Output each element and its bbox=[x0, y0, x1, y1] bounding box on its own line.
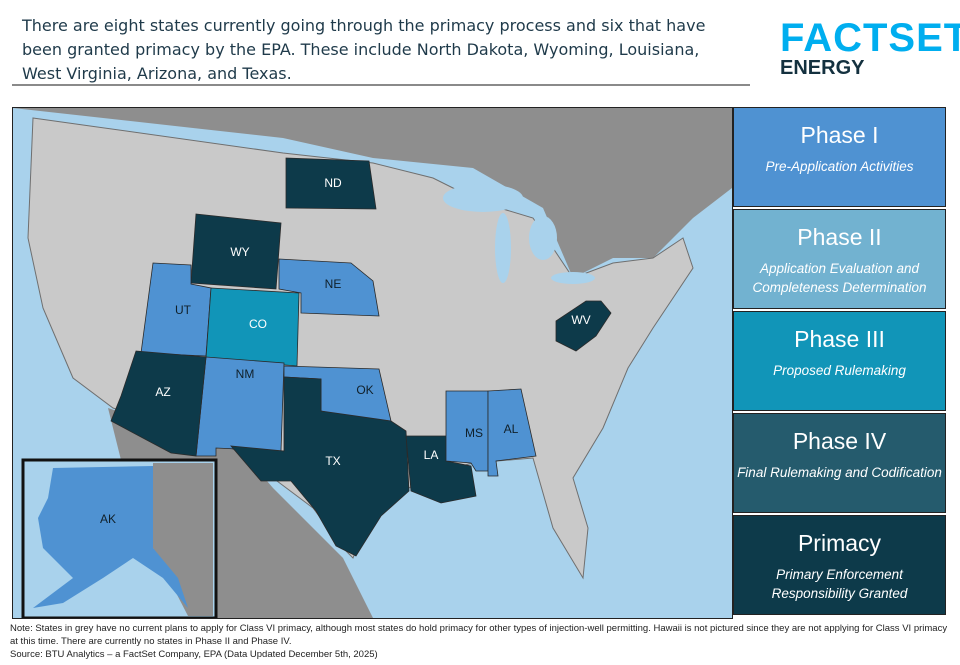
state-ND bbox=[285, 157, 377, 210]
headline: There are eight states currently going t… bbox=[22, 16, 706, 83]
legend-title: Phase II bbox=[797, 224, 882, 250]
legend-title: Phase III bbox=[794, 326, 885, 352]
state-AK bbox=[33, 466, 188, 608]
legend-desc: Primary Enforcement Responsibility Grant… bbox=[771, 567, 908, 601]
canada-inset bbox=[153, 463, 213, 616]
state-WV bbox=[555, 300, 612, 352]
legend-desc: Proposed Rulemaking bbox=[773, 363, 906, 378]
state-NE bbox=[278, 258, 380, 317]
legend-phase-i: Phase I Pre-Application Activities bbox=[733, 107, 946, 207]
state-label-AK: AK bbox=[100, 512, 116, 526]
divider bbox=[12, 84, 750, 86]
state-label-AL: AL bbox=[504, 422, 519, 436]
legend-desc: Application Evaluation and Completeness … bbox=[752, 261, 927, 295]
state-AL bbox=[487, 388, 537, 477]
state-label-NE: NE bbox=[325, 277, 342, 291]
factset-energy-logo: FACTSET ENERGY bbox=[780, 18, 960, 78]
legend-title: Phase I bbox=[800, 122, 879, 148]
state-label-WY: WY bbox=[230, 245, 249, 259]
state-label-NM: NM bbox=[236, 367, 255, 381]
legend-desc: Final Rulemaking and Codification bbox=[737, 465, 942, 480]
legend-title: Phase IV bbox=[792, 428, 887, 454]
state-label-AZ: AZ bbox=[155, 385, 170, 399]
lake-huron bbox=[529, 216, 557, 260]
state-label-OK: OK bbox=[356, 383, 373, 397]
legend-phase-ii: Phase II Application Evaluation and Compl… bbox=[733, 209, 946, 309]
state-WY bbox=[190, 213, 282, 290]
canada bbox=[13, 108, 732, 278]
state-label-CO: CO bbox=[249, 317, 267, 331]
logo-sub: ENERGY bbox=[780, 57, 865, 79]
state-label-TX: TX bbox=[325, 454, 340, 468]
lake-erie bbox=[551, 272, 595, 284]
lake-michigan bbox=[495, 213, 511, 283]
state-TX bbox=[230, 376, 410, 557]
note-text: Note: States in grey have no current pla… bbox=[10, 623, 948, 647]
state-label-ND: ND bbox=[324, 176, 342, 190]
legend: Phase I Pre-Application Activities Phase I… bbox=[733, 107, 946, 617]
state-label-LA: LA bbox=[424, 448, 439, 462]
us-primacy-map: ND WY UT CO NE NM AZ OK TX LA MS AL WV AK bbox=[12, 107, 733, 620]
state-label-WV: WV bbox=[571, 313, 590, 327]
legend-title: Primacy bbox=[797, 530, 882, 556]
legend-primacy: Primacy Primary Enforcement Responsibilit… bbox=[733, 515, 946, 615]
logo-brand: FACTSET bbox=[780, 16, 960, 60]
footnote: Note: States in grey have no current pla… bbox=[10, 622, 950, 661]
state-CO bbox=[205, 287, 300, 367]
state-label-UT: UT bbox=[175, 303, 192, 317]
lake-superior bbox=[443, 184, 523, 212]
legend-phase-iii: Phase III Proposed Rulemaking bbox=[733, 311, 946, 411]
source-text: Source: BTU Analytics – a FactSet Compan… bbox=[10, 649, 378, 660]
legend-desc: Pre-Application Activities bbox=[765, 159, 914, 174]
state-AZ bbox=[110, 350, 207, 457]
state-label-MS: MS bbox=[465, 426, 483, 440]
legend-phase-iv: Phase IV Final Rulemaking and Codificatio… bbox=[733, 413, 946, 513]
